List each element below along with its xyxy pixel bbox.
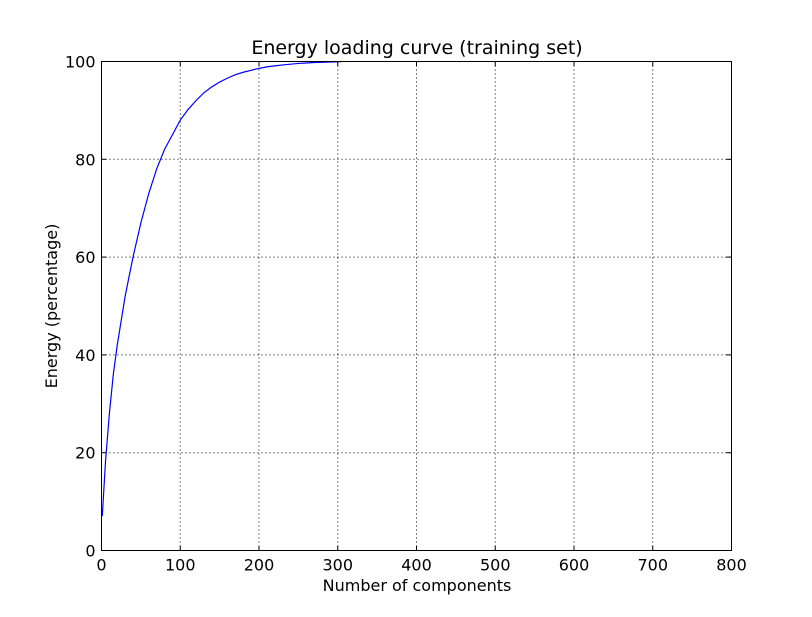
- y-axis-label: Energy (percentage): [42, 224, 61, 389]
- x-tick-label: 200: [244, 556, 275, 575]
- x-tick-labels: 0 100 200 300 400 500 600 700 800: [96, 556, 746, 575]
- y-tick-label: 100: [65, 53, 96, 72]
- x-tick-label: 100: [165, 556, 196, 575]
- x-tick-label: 700: [637, 556, 668, 575]
- grid: [101, 61, 732, 551]
- y-tick-label: 80: [75, 150, 95, 169]
- x-tick-label: 400: [401, 556, 432, 575]
- x-tick-label: 500: [480, 556, 511, 575]
- x-tick-label: 600: [559, 556, 590, 575]
- y-tick-label: 0: [85, 542, 95, 561]
- x-tick-label: 300: [322, 556, 353, 575]
- energy-curve-line: [101, 60, 342, 517]
- y-tick-labels: 0 20 40 60 80 100: [65, 53, 96, 561]
- chart-title: Energy loading curve (training set): [251, 37, 582, 59]
- y-tick-label: 20: [75, 444, 95, 463]
- y-tick-label: 40: [75, 346, 95, 365]
- series-layer: [101, 60, 342, 517]
- tick-marks: [101, 61, 732, 551]
- x-tick-label: 0: [96, 556, 106, 575]
- x-axis-label: Number of components: [323, 576, 512, 595]
- y-tick-label: 60: [75, 248, 95, 267]
- x-tick-label: 800: [716, 556, 747, 575]
